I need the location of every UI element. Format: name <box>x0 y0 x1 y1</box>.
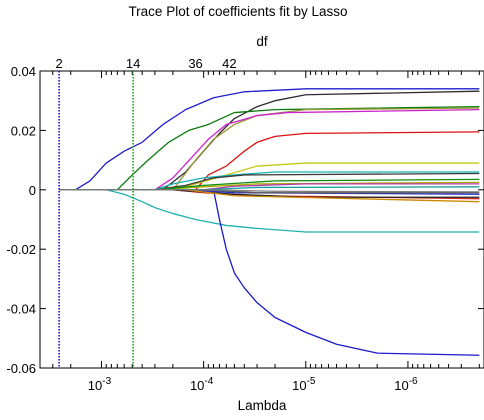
y-tick-group: 0.04 0.02 0 -0.02 -0.04 -0.06 <box>6 64 484 376</box>
df-label: 14 <box>126 56 140 71</box>
series-line-2 <box>59 90 480 191</box>
series-line-11 <box>59 189 480 356</box>
series-line-6 <box>59 131 480 191</box>
y-tick-label: -0.02 <box>6 242 36 257</box>
plot-frame <box>39 70 484 369</box>
y-tick-label: -0.06 <box>6 361 36 376</box>
x-tick-label: 10-3 <box>88 376 112 393</box>
y-tick-label: 0.04 <box>11 64 36 79</box>
x-tick-label: 10-4 <box>190 376 214 393</box>
x-axis-label: Lambda <box>238 398 287 413</box>
df-label: 2 <box>55 56 62 71</box>
series-group <box>59 88 480 356</box>
df-axis-label: df <box>256 34 268 49</box>
series-line-3 <box>59 105 480 191</box>
x-tick-label: 10-6 <box>394 376 418 393</box>
y-tick-label: 0.02 <box>11 123 36 138</box>
df-label: 36 <box>188 56 202 71</box>
df-label: 42 <box>222 56 236 71</box>
series-line-5 <box>59 108 480 191</box>
chart-title: Trace Plot of coefficients fit by Lasso <box>128 4 347 19</box>
y-tick-label: 0 <box>29 183 36 198</box>
df-marker-group: 2 14 36 42 <box>55 56 237 368</box>
y-tick-label: -0.04 <box>6 302 36 317</box>
series-line-1 <box>59 88 480 191</box>
x-tick-label: 10-5 <box>292 376 316 393</box>
series-line-10 <box>59 189 480 233</box>
series-line-4 <box>59 107 480 191</box>
series-line-21 <box>59 189 480 193</box>
